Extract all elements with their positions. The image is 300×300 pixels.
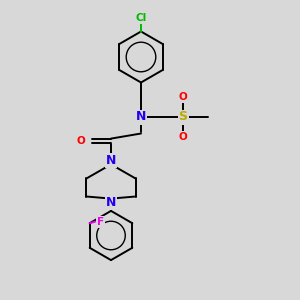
Text: O: O — [178, 131, 188, 142]
Text: F: F — [97, 217, 104, 227]
Text: N: N — [106, 196, 116, 209]
Text: O: O — [178, 92, 188, 103]
Text: N: N — [136, 110, 146, 124]
Text: S: S — [178, 110, 188, 124]
Text: Cl: Cl — [135, 13, 147, 23]
Text: O: O — [76, 136, 85, 146]
Text: N: N — [106, 154, 116, 167]
